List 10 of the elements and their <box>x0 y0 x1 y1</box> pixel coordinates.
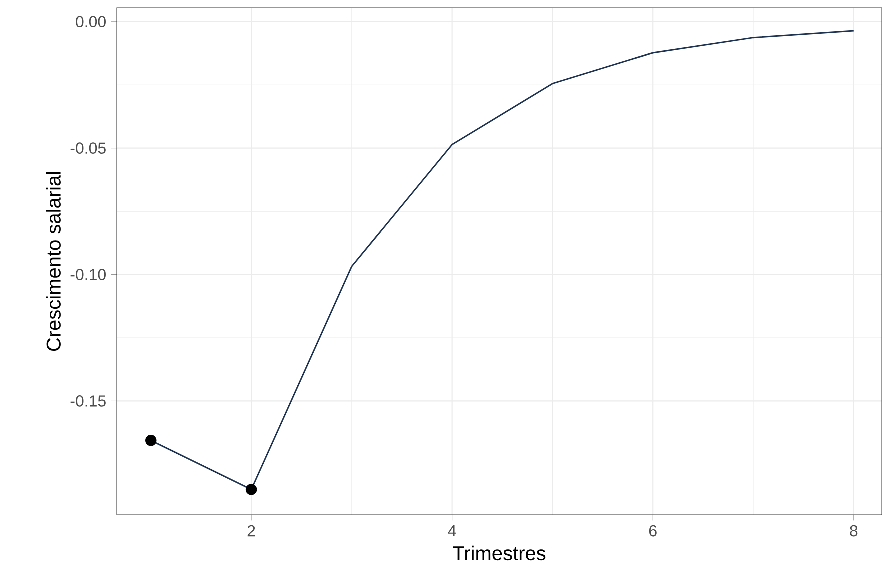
y-axis-title: Crescimento salarial <box>46 172 61 352</box>
x-tick-label: 2 <box>248 525 256 537</box>
x-tick-label: 8 <box>850 525 858 537</box>
x-axis-title: Trimestres <box>453 546 546 561</box>
y-tick-label: -0.05 <box>70 142 106 154</box>
x-tick-label: 4 <box>448 525 456 536</box>
y-tick-label: -0.15 <box>70 396 106 407</box>
y-tick-label: 0.00 <box>76 16 106 28</box>
x-tick-label: 6 <box>649 525 657 537</box>
y-tick-label: -0.10 <box>70 269 106 280</box>
